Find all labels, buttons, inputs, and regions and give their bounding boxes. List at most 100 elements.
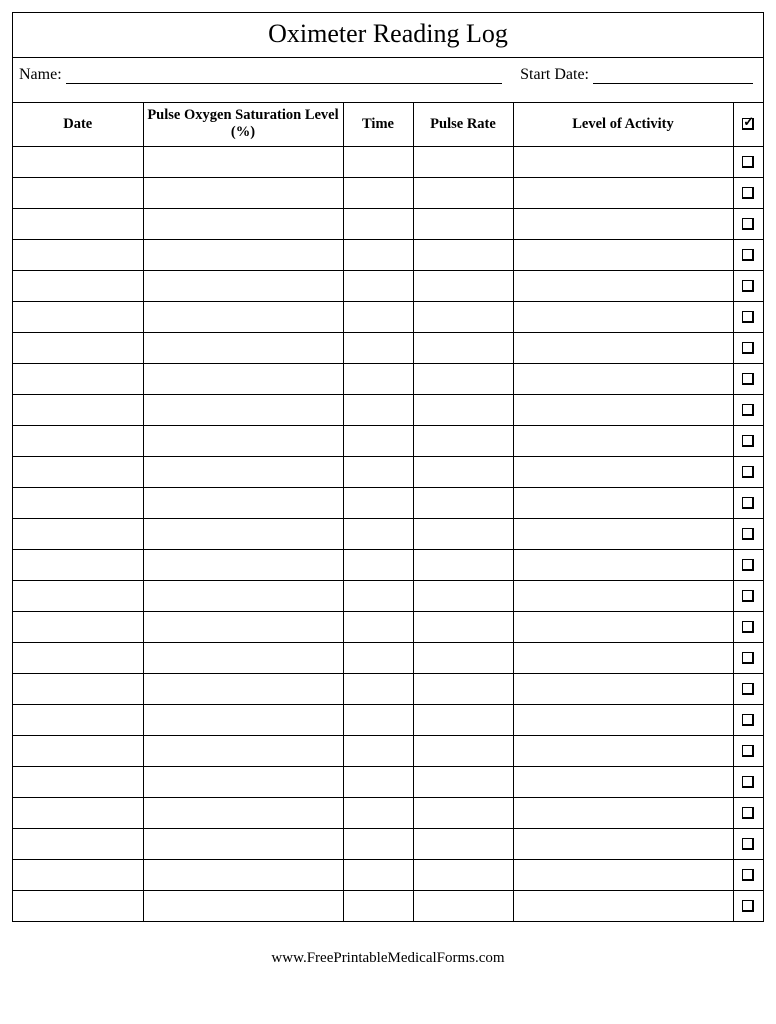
checkbox-icon[interactable]	[742, 590, 754, 602]
table-cell[interactable]	[13, 518, 143, 549]
table-cell[interactable]	[343, 766, 413, 797]
table-cell[interactable]	[343, 208, 413, 239]
table-cell[interactable]	[13, 890, 143, 921]
table-cell[interactable]	[513, 425, 733, 456]
name-input-line[interactable]	[66, 68, 502, 84]
table-cell[interactable]	[343, 487, 413, 518]
checkbox-cell[interactable]	[733, 890, 763, 921]
table-cell[interactable]	[13, 208, 143, 239]
table-cell[interactable]	[513, 642, 733, 673]
checkbox-cell[interactable]	[733, 177, 763, 208]
table-cell[interactable]	[343, 332, 413, 363]
table-cell[interactable]	[413, 425, 513, 456]
table-cell[interactable]	[143, 766, 343, 797]
table-cell[interactable]	[343, 394, 413, 425]
table-cell[interactable]	[513, 177, 733, 208]
checkbox-icon[interactable]	[742, 218, 754, 230]
table-cell[interactable]	[413, 611, 513, 642]
table-cell[interactable]	[513, 704, 733, 735]
table-cell[interactable]	[143, 239, 343, 270]
table-cell[interactable]	[143, 890, 343, 921]
table-cell[interactable]	[413, 797, 513, 828]
table-cell[interactable]	[413, 549, 513, 580]
checkbox-cell[interactable]	[733, 704, 763, 735]
checkbox-icon[interactable]	[742, 621, 754, 633]
table-cell[interactable]	[343, 363, 413, 394]
checkbox-cell[interactable]	[733, 611, 763, 642]
table-cell[interactable]	[13, 797, 143, 828]
table-cell[interactable]	[343, 797, 413, 828]
table-cell[interactable]	[513, 611, 733, 642]
table-cell[interactable]	[513, 208, 733, 239]
table-cell[interactable]	[143, 611, 343, 642]
table-cell[interactable]	[513, 456, 733, 487]
checkbox-cell[interactable]	[733, 487, 763, 518]
table-cell[interactable]	[513, 859, 733, 890]
checkbox-icon[interactable]	[742, 683, 754, 695]
table-cell[interactable]	[513, 797, 733, 828]
table-cell[interactable]	[143, 394, 343, 425]
table-cell[interactable]	[413, 363, 513, 394]
checkbox-cell[interactable]	[733, 828, 763, 859]
table-cell[interactable]	[343, 828, 413, 859]
checkbox-cell[interactable]	[733, 301, 763, 332]
table-cell[interactable]	[413, 208, 513, 239]
table-cell[interactable]	[413, 766, 513, 797]
table-cell[interactable]	[343, 859, 413, 890]
table-cell[interactable]	[343, 704, 413, 735]
table-cell[interactable]	[343, 270, 413, 301]
checkbox-icon[interactable]	[742, 559, 754, 571]
checkbox-cell[interactable]	[733, 518, 763, 549]
checkbox-icon[interactable]	[742, 528, 754, 540]
checkbox-icon[interactable]	[742, 900, 754, 912]
checkbox-icon[interactable]	[742, 373, 754, 385]
checkbox-icon[interactable]	[742, 342, 754, 354]
table-cell[interactable]	[413, 673, 513, 704]
checkbox-icon[interactable]	[742, 776, 754, 788]
table-cell[interactable]	[413, 270, 513, 301]
table-cell[interactable]	[513, 332, 733, 363]
checkbox-icon[interactable]	[742, 280, 754, 292]
table-cell[interactable]	[143, 797, 343, 828]
table-cell[interactable]	[513, 146, 733, 177]
checkbox-cell[interactable]	[733, 270, 763, 301]
table-cell[interactable]	[143, 177, 343, 208]
table-cell[interactable]	[413, 239, 513, 270]
table-cell[interactable]	[413, 301, 513, 332]
checkbox-cell[interactable]	[733, 735, 763, 766]
table-cell[interactable]	[413, 580, 513, 611]
table-cell[interactable]	[13, 642, 143, 673]
table-cell[interactable]	[13, 704, 143, 735]
table-cell[interactable]	[143, 735, 343, 766]
checkbox-cell[interactable]	[733, 146, 763, 177]
table-cell[interactable]	[413, 890, 513, 921]
checkbox-icon[interactable]	[742, 869, 754, 881]
table-cell[interactable]	[513, 580, 733, 611]
table-cell[interactable]	[13, 859, 143, 890]
table-cell[interactable]	[143, 146, 343, 177]
checkbox-icon[interactable]	[742, 838, 754, 850]
table-cell[interactable]	[513, 363, 733, 394]
table-cell[interactable]	[343, 239, 413, 270]
table-cell[interactable]	[513, 673, 733, 704]
checkbox-icon[interactable]	[742, 745, 754, 757]
table-cell[interactable]	[143, 425, 343, 456]
checkbox-icon[interactable]	[742, 714, 754, 726]
table-cell[interactable]	[143, 549, 343, 580]
table-cell[interactable]	[143, 704, 343, 735]
table-cell[interactable]	[513, 735, 733, 766]
checkbox-icon[interactable]	[742, 807, 754, 819]
table-cell[interactable]	[143, 859, 343, 890]
checkbox-cell[interactable]	[733, 332, 763, 363]
checkbox-icon[interactable]	[742, 311, 754, 323]
table-cell[interactable]	[13, 332, 143, 363]
table-cell[interactable]	[343, 890, 413, 921]
table-cell[interactable]	[143, 270, 343, 301]
checkbox-cell[interactable]	[733, 394, 763, 425]
table-cell[interactable]	[13, 766, 143, 797]
table-cell[interactable]	[413, 394, 513, 425]
checkbox-cell[interactable]	[733, 239, 763, 270]
checkbox-icon[interactable]	[742, 187, 754, 199]
table-cell[interactable]	[413, 177, 513, 208]
table-cell[interactable]	[13, 177, 143, 208]
